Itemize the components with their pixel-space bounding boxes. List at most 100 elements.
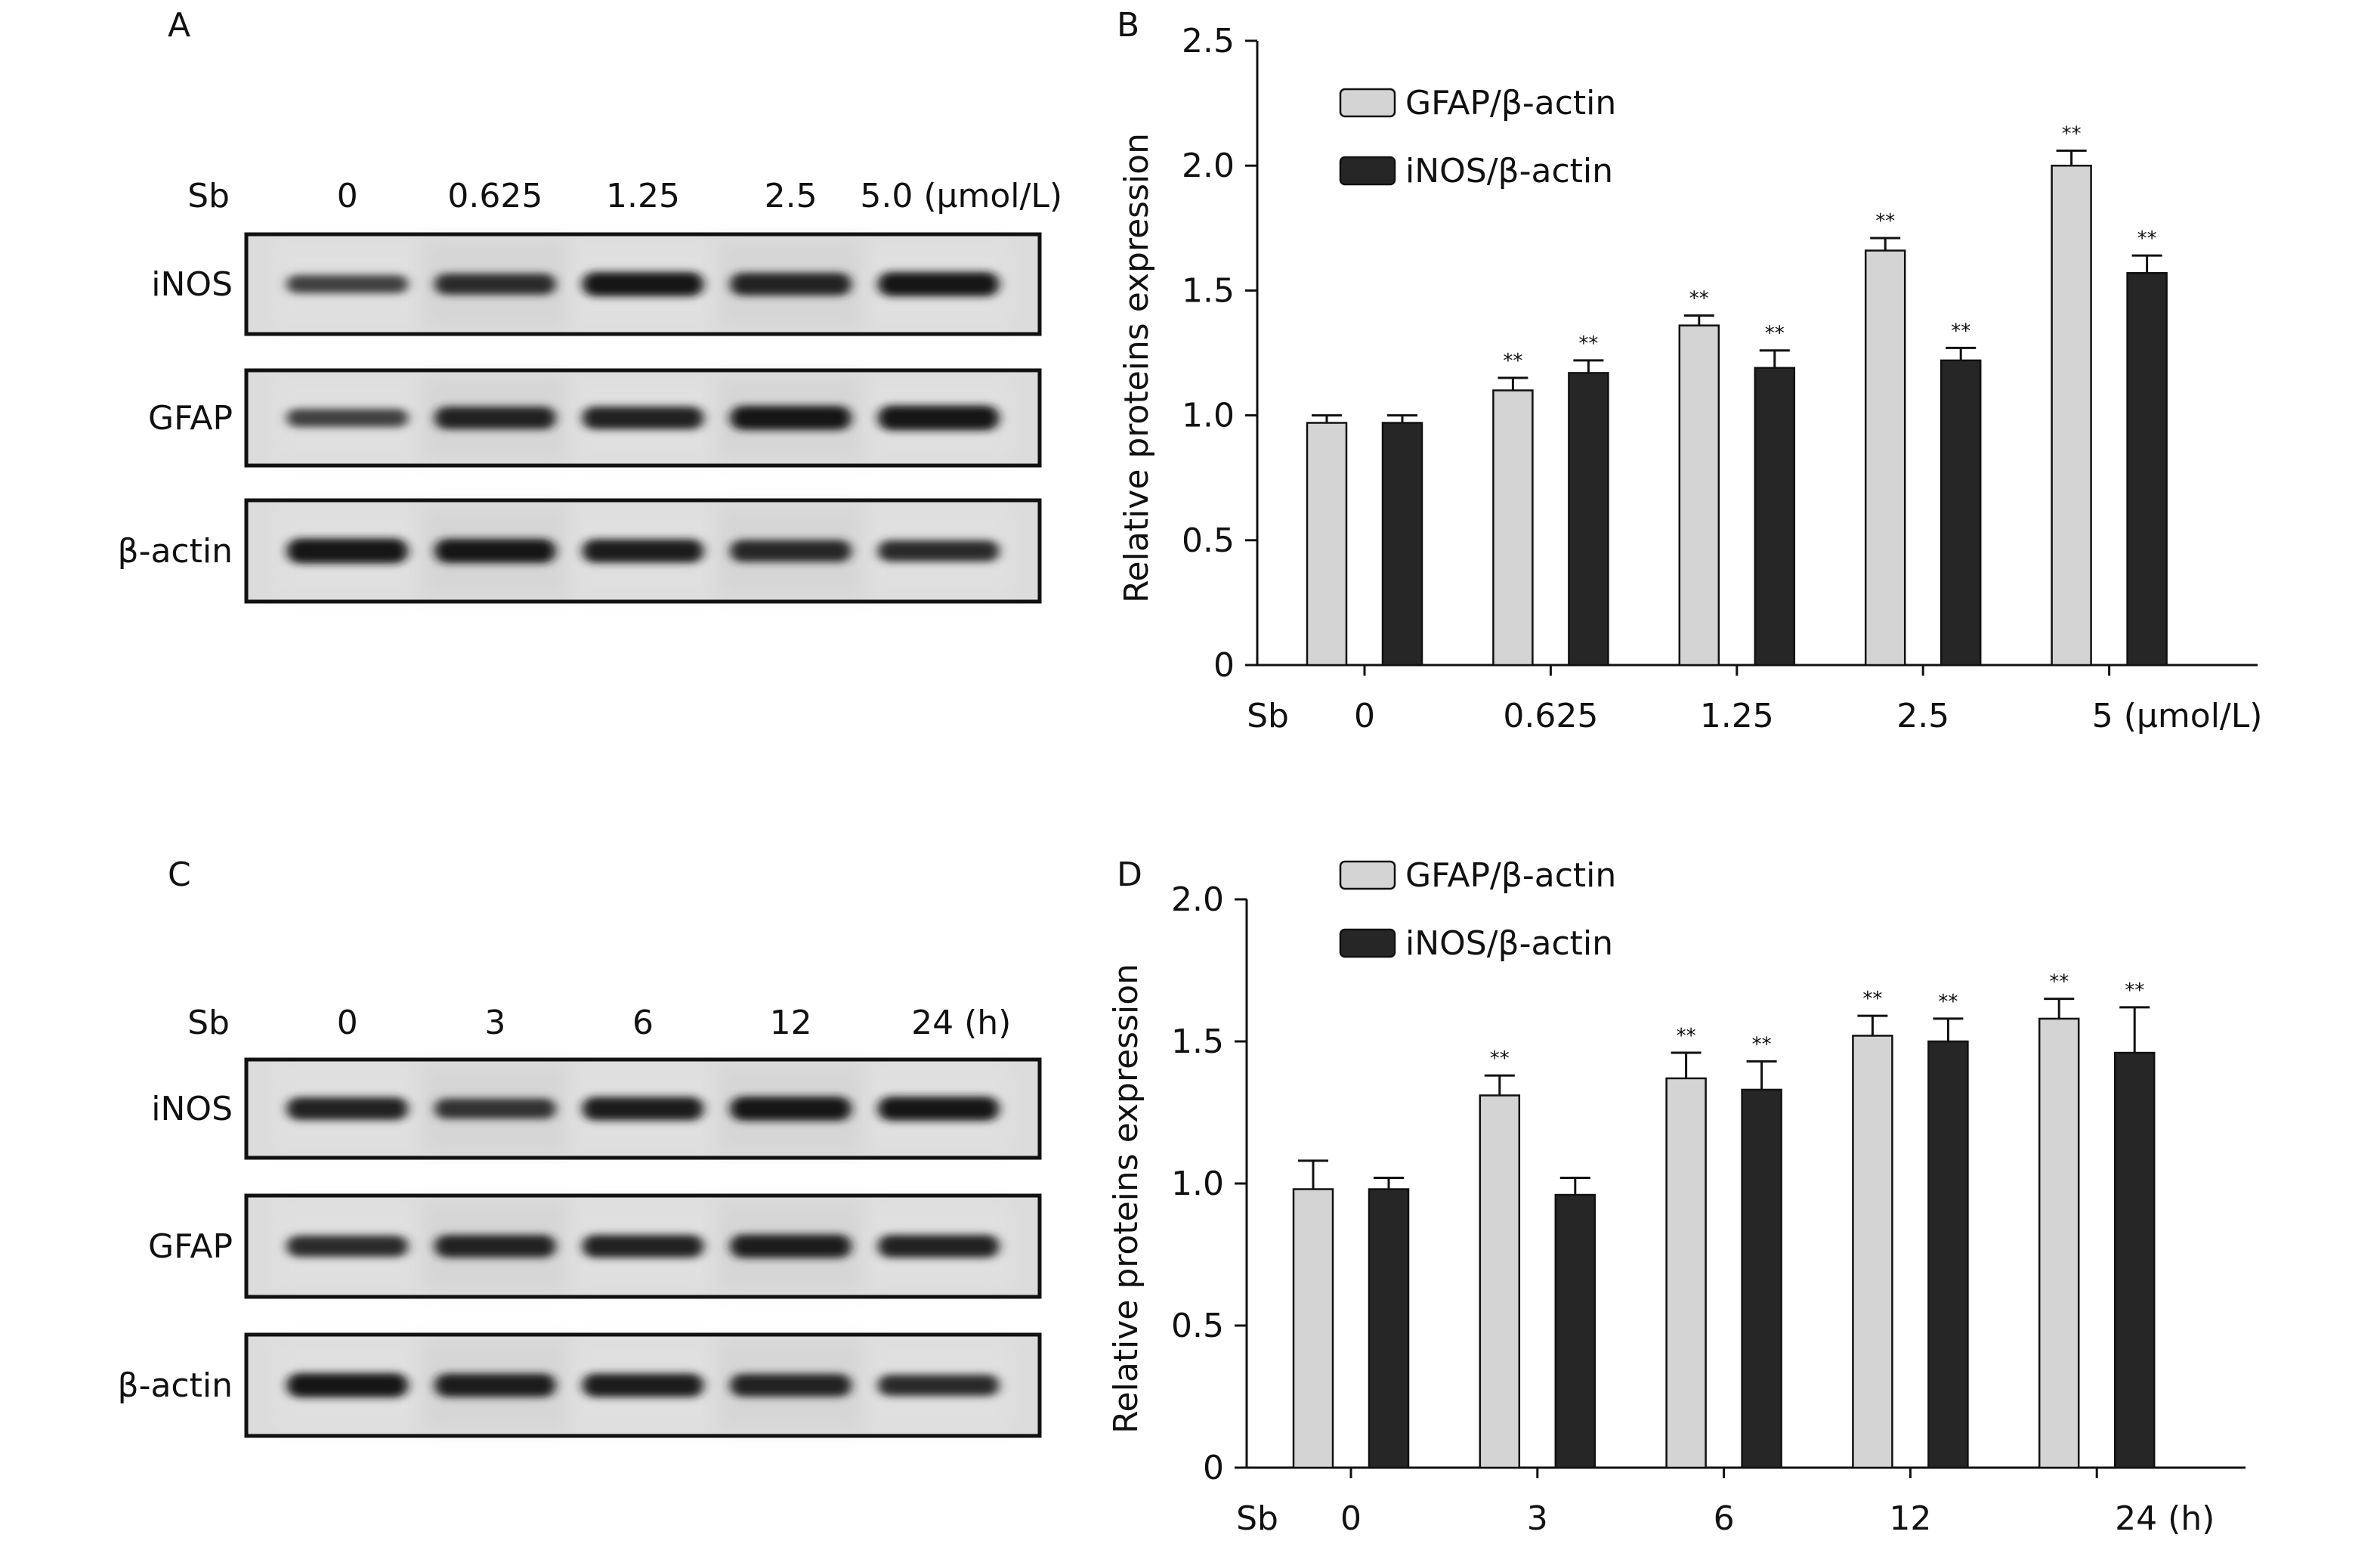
legend-label: iNOS/β-actin (1405, 924, 1613, 963)
blot-band (286, 1373, 408, 1397)
x-tick-label: 1.25 (1700, 697, 1774, 735)
blot-row-label: iNOS (151, 1090, 233, 1128)
blot-row-label: iNOS (151, 265, 233, 304)
blot-row-label: GFAP (148, 399, 233, 438)
legend-label: iNOS/β-actin (1405, 152, 1613, 190)
blot-band (582, 272, 704, 296)
significance-mark: ** (1490, 1047, 1510, 1070)
x-tick-label: 6 (1714, 1499, 1735, 1538)
blot-band (878, 540, 1000, 562)
bar (1852, 1035, 1893, 1469)
significance-mark: ** (2137, 227, 2157, 250)
blot-band (434, 1098, 556, 1119)
panel-label-b: B (1117, 6, 1139, 45)
blot-band (582, 1097, 704, 1121)
significance-mark: ** (2062, 122, 2082, 145)
blot-band (286, 275, 408, 293)
blot-band (434, 274, 556, 295)
blot-band (730, 1234, 852, 1258)
blot-row-label: GFAP (148, 1227, 233, 1266)
significance-mark: ** (2125, 979, 2144, 1002)
blot-band (582, 539, 704, 563)
legend-label: GFAP/β-actin (1405, 856, 1616, 895)
blot-row (244, 368, 1042, 468)
x-axis-prefix: Sb (1247, 697, 1289, 735)
blot-frame (244, 368, 1042, 468)
bar (2038, 1017, 2080, 1469)
y-tick-label: 2.5 (1182, 22, 1235, 60)
blot-row (244, 1332, 1042, 1438)
blot-lane-label: 0 (337, 177, 358, 215)
legend-swatch (1339, 860, 1396, 890)
blot-band (730, 540, 852, 562)
blot-row (244, 1057, 1042, 1160)
blot-band (286, 1236, 408, 1257)
blot-row (244, 232, 1042, 336)
significance-mark: ** (1677, 1025, 1696, 1047)
y-tick-label: 0.5 (1182, 521, 1235, 560)
blot-band (878, 1097, 1000, 1121)
blot-band (878, 405, 1000, 431)
blot-lane-label: 5.0 (μmol/L) (860, 177, 1062, 215)
x-tick-label: 0.625 (1503, 697, 1598, 735)
significance-mark: ** (1875, 210, 1895, 233)
blot-band (434, 539, 556, 563)
blot-band (286, 1097, 408, 1120)
significance-mark: ** (1862, 988, 1882, 1010)
bar (2126, 272, 2168, 667)
blot-lane-prefix: Sb (187, 177, 230, 215)
y-tick-label: 1.5 (1171, 1023, 1224, 1061)
y-tick-label: 1.0 (1182, 397, 1235, 435)
western-blot-a: Sb 0 0.625 1.25 2.5 5.0 (μmol/L) iNOS GFAP β-act… (118, 177, 1062, 604)
blot-band (878, 1375, 1000, 1396)
blot-band (582, 1235, 704, 1258)
x-tick-label: 2.5 (1896, 697, 1949, 735)
blot-lane-label: 6 (632, 1004, 654, 1042)
x-tick-label: 3 (1527, 1499, 1548, 1538)
blot-frame (244, 1193, 1042, 1299)
legend-label: GFAP/β-actin (1405, 84, 1616, 122)
significance-mark: ** (1765, 323, 1785, 345)
blot-row (244, 498, 1042, 604)
x-axis-prefix: Sb (1236, 1499, 1278, 1538)
panel-label-d: D (1117, 855, 1142, 894)
significance-mark: ** (1752, 1033, 1772, 1056)
x-tick-label: 5 (μmol/L) (2092, 697, 2263, 735)
blot-lane-label: 24 (h) (911, 1004, 1011, 1042)
y-tick-label: 2.0 (1182, 147, 1235, 185)
blot-frame (244, 498, 1042, 604)
bar (1492, 389, 1534, 667)
bar (1479, 1094, 1521, 1469)
bar (1665, 1077, 1707, 1469)
bar (2051, 164, 2092, 667)
blot-band (582, 1373, 704, 1397)
bar (1927, 1040, 1969, 1469)
blot-row (244, 1193, 1042, 1299)
bar (1306, 422, 1348, 667)
y-tick-label: 0 (1203, 1449, 1224, 1487)
bar-chart-d: 0 0.5 1.0 1.5 2.0 Relative proteins expressio… (1107, 856, 2246, 1538)
blot-lane-label: 0 (337, 1004, 358, 1042)
blot-row-label: β-actin (118, 532, 233, 571)
panel-label-a: A (168, 6, 190, 45)
significance-mark: ** (1578, 333, 1598, 355)
bar (1940, 359, 1982, 667)
blot-frame (244, 232, 1042, 336)
blot-lane-label: 1.25 (606, 177, 680, 215)
significance-mark: ** (1938, 991, 1958, 1013)
bar-chart-b: 0 0.5 1.0 1.5 2.0 2.5 Relative proteins expres… (1117, 22, 2262, 735)
significance-mark: ** (1689, 287, 1709, 310)
bar (2113, 1051, 2156, 1469)
blot-band (434, 407, 556, 429)
bar (1554, 1193, 1596, 1469)
blot-lane-label: 12 (770, 1004, 812, 1042)
blot-lane-label: 3 (484, 1004, 505, 1042)
blot-lane-label: 2.5 (765, 177, 818, 215)
y-axis-label: Relative proteins expression (1107, 964, 1145, 1434)
blot-lane-prefix: Sb (187, 1004, 230, 1042)
blot-frame (244, 1057, 1042, 1160)
blot-band (434, 1235, 556, 1258)
bar (1292, 1188, 1334, 1469)
legend-swatch (1339, 156, 1396, 186)
